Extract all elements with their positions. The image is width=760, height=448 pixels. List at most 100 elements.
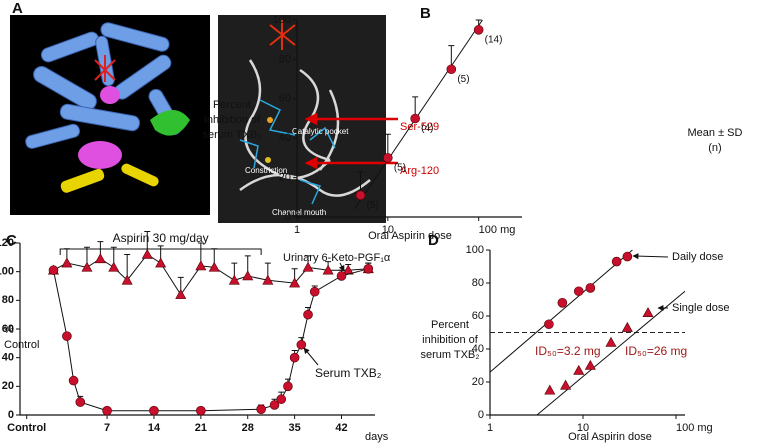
annotation: Channel mouth	[272, 208, 326, 217]
x-tick-label: 7	[104, 422, 110, 434]
data-point	[309, 286, 320, 297]
y-axis-label: serum TXB₂	[202, 129, 261, 141]
y-tick-label: 40	[2, 352, 14, 364]
series-label: Urinary 6-Keto-PGF₁α	[283, 252, 391, 264]
y-axis-label: Percent	[213, 99, 251, 111]
y-tick-label: 100	[0, 266, 14, 278]
id50-label: ID₅₀=3.2 mg	[535, 344, 601, 358]
y-tick-label: 40	[279, 132, 291, 144]
y-tick-label: 80	[472, 277, 484, 289]
data-point	[585, 283, 596, 293]
panel-letter: D	[428, 232, 439, 249]
x-tick-label: 10	[382, 224, 394, 236]
y-tick-label: 120	[0, 237, 14, 249]
data-point	[383, 153, 393, 163]
annotation: Constriction	[245, 166, 287, 175]
y-tick-label: 60	[279, 93, 291, 105]
data-point	[573, 286, 584, 297]
id50-label: ID₅₀=26 mg	[625, 344, 687, 358]
data-point	[94, 253, 106, 264]
fit-line	[354, 19, 483, 210]
y-tick-label: 0	[285, 211, 291, 223]
annotation: Ser-529	[400, 121, 439, 133]
data-point	[102, 405, 112, 416]
data-point	[149, 405, 159, 416]
data-point	[121, 274, 133, 285]
x-axis-label: Oral Aspirin dose	[368, 230, 452, 242]
data-point	[208, 261, 220, 272]
data-point	[363, 263, 374, 274]
y-axis-label: Percent	[431, 319, 469, 331]
x-tick-label: 100 mg	[676, 422, 713, 434]
x-axis-label: days	[365, 431, 389, 443]
x-tick-label: 42	[335, 422, 347, 434]
y-tick-label: 20	[279, 172, 291, 184]
arrow	[632, 253, 669, 260]
data-point	[336, 271, 347, 281]
data-point	[355, 190, 366, 201]
y-tick-label: 60	[2, 323, 14, 335]
data-point	[446, 64, 457, 75]
data-point	[61, 257, 73, 268]
x-tick-label: 28	[242, 422, 254, 434]
data-point	[289, 352, 300, 363]
series-label: Single dose	[672, 302, 730, 314]
data-point	[410, 113, 420, 124]
series-label: Daily dose	[672, 251, 723, 263]
data-point	[195, 260, 207, 271]
data-point	[621, 321, 633, 332]
y-tick-label: 20	[2, 380, 14, 392]
annotation: Arg-120	[400, 165, 439, 177]
treatment-label: Aspirin 30 mg/day	[113, 231, 209, 245]
data-point	[283, 381, 293, 392]
n-label: (14)	[485, 34, 503, 45]
data-point	[322, 264, 334, 275]
data-point	[303, 309, 313, 320]
annotation: (n)	[708, 142, 721, 154]
data-point	[68, 375, 79, 386]
data-point	[242, 270, 254, 281]
y-tick-label: 80	[279, 53, 291, 65]
data-point	[276, 394, 287, 405]
n-label: (5)	[394, 163, 406, 174]
x-tick-label: 14	[148, 422, 161, 434]
data-point	[175, 288, 187, 299]
data-point	[262, 274, 274, 285]
data-point	[544, 319, 554, 330]
y-axis-label: serum TXB₂	[420, 349, 479, 361]
y-tick-label: 40	[472, 343, 484, 355]
y-axis-label: Control	[4, 339, 39, 351]
structure-image-left	[10, 15, 210, 215]
x-tick-label: 1	[487, 422, 493, 434]
x-tick-label: Control	[7, 422, 46, 434]
y-tick-label: 20	[472, 376, 484, 388]
data-point	[228, 274, 240, 285]
fit-line	[536, 290, 686, 416]
data-point	[611, 256, 622, 267]
x-tick-label: 100 mg	[479, 224, 516, 236]
data-point	[62, 331, 72, 341]
annotation: Mean ± SD	[688, 127, 743, 139]
data-point	[302, 261, 314, 272]
data-point	[622, 251, 633, 262]
data-point	[557, 297, 568, 308]
y-tick-label: 100	[466, 244, 484, 256]
x-tick-label: 21	[195, 422, 207, 434]
y-tick-label: 60	[472, 310, 484, 322]
x-tick-label: 10	[577, 422, 589, 434]
arrow	[303, 347, 319, 366]
data-point	[584, 359, 596, 370]
x-axis-label: Oral Aspirin dose	[568, 431, 652, 443]
fit-line	[489, 249, 633, 373]
x-tick-label: 1	[294, 224, 300, 236]
series-line	[53, 268, 369, 412]
n-label: (5)	[457, 74, 469, 85]
data-point	[605, 336, 617, 347]
y-axis-label: Inhibition of	[204, 114, 261, 126]
data-point	[75, 397, 86, 407]
data-point	[108, 261, 120, 272]
x-tick-label: 35	[288, 422, 300, 434]
panel-letter: B	[420, 5, 431, 22]
y-tick-label: 80	[2, 294, 14, 306]
y-tick-label: 0	[478, 409, 484, 421]
